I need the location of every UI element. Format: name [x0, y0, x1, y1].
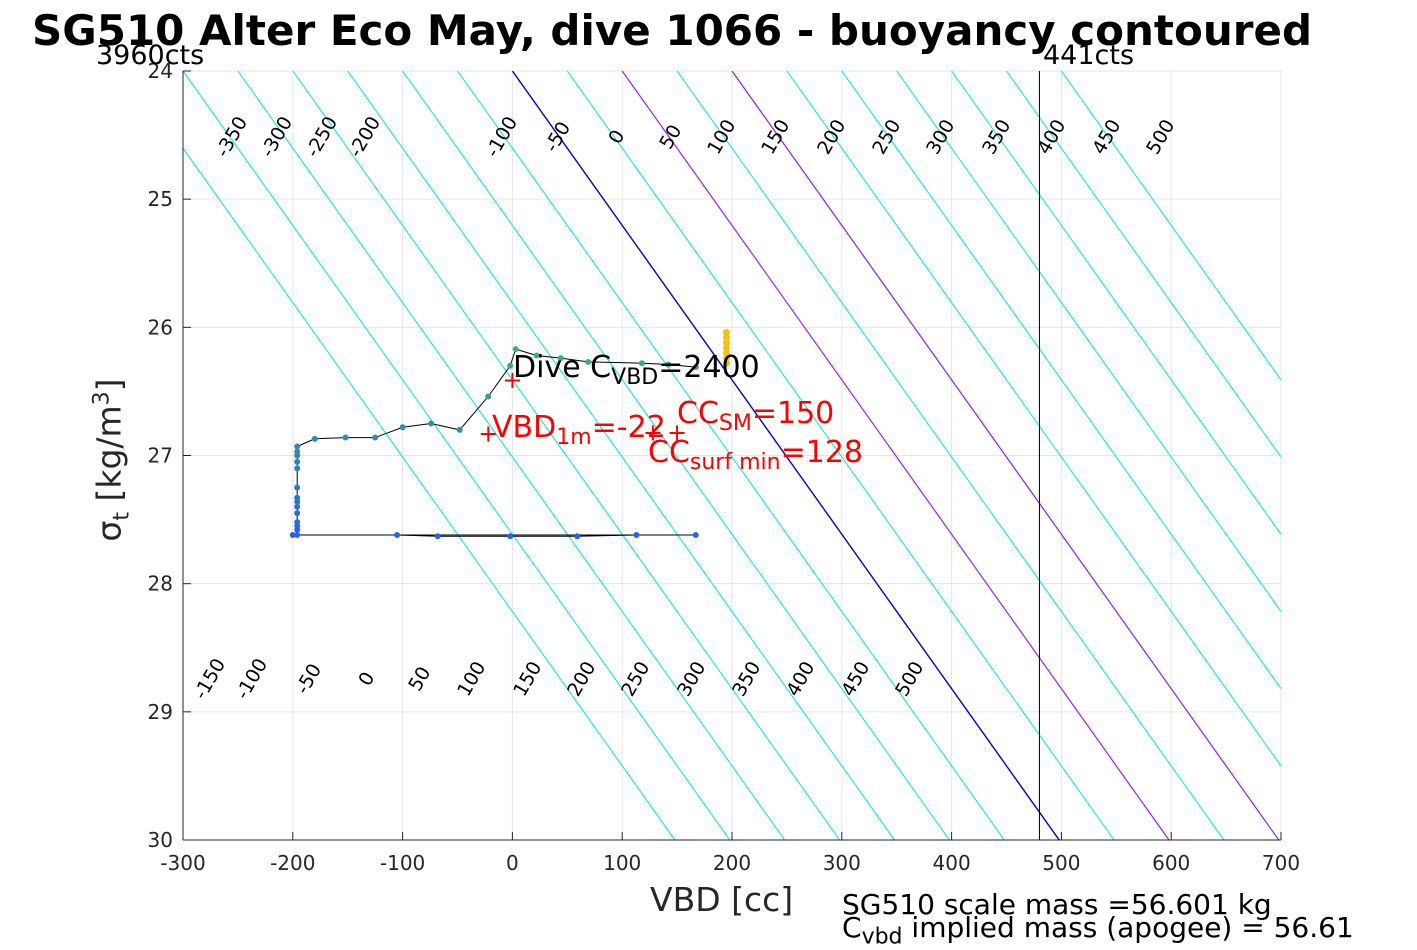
x-tick-label: 500: [1042, 851, 1080, 875]
top-left-counts: 3960cts: [96, 40, 204, 71]
data-point: [372, 435, 378, 441]
contour-label: 0: [604, 126, 629, 147]
contour-label: -250: [301, 113, 342, 161]
data-point: [294, 444, 300, 450]
contour-label: -150: [189, 655, 230, 703]
contour-label: 200: [563, 658, 600, 700]
x-tick-label: -200: [270, 851, 315, 875]
contour-label: -300: [256, 113, 297, 161]
vbd-1m-annotation: VBD1m=-22: [492, 410, 666, 450]
data-point: [294, 449, 300, 455]
y-axis-label: σt [kg/m3]: [90, 378, 135, 541]
contour-label: 450: [837, 658, 874, 700]
contour-label: 400: [1033, 116, 1070, 158]
y-tick-label: 25: [148, 187, 173, 211]
cc-surf-min-annotation: CCsurf min=128: [648, 435, 863, 475]
contour-label: -50: [541, 118, 576, 156]
dive-cvbd-annotation: Dive CVBD=2400: [513, 350, 760, 390]
contour-label: 450: [1088, 116, 1125, 158]
contour-label: 350: [728, 658, 765, 700]
data-point: [294, 495, 300, 501]
data-point: [294, 459, 300, 465]
contour-label: 150: [509, 658, 546, 700]
data-point: [394, 532, 400, 538]
data-point: [435, 533, 441, 539]
data-point: [400, 424, 406, 430]
x-tick-label: 400: [933, 851, 971, 875]
x-tick-label: 300: [823, 851, 861, 875]
contour-label: -100: [231, 655, 272, 703]
contour-label: 500: [891, 658, 928, 700]
data-point: [294, 510, 300, 516]
data-point: [428, 420, 434, 426]
data-point: [457, 427, 463, 433]
y-tick-label: 26: [148, 315, 173, 339]
footer-implied-mass: Cvbd implied mass (apogee) = 56.61: [842, 911, 1354, 950]
data-point: [343, 435, 349, 441]
y-tick-label: 27: [148, 444, 173, 468]
data-point: [312, 436, 318, 442]
contour-label: 50: [404, 663, 435, 695]
data-point: [294, 485, 300, 491]
data-point: [294, 519, 300, 525]
data-point: [485, 394, 491, 400]
cc-sm-annotation: CCSM=150: [677, 396, 834, 436]
contour-label: 0: [354, 668, 379, 689]
x-tick-label: 200: [713, 851, 751, 875]
top-right-counts: 441cts: [1043, 40, 1134, 71]
data-point: [633, 532, 639, 538]
data-point: [294, 532, 300, 538]
contour-label: 350: [978, 116, 1015, 158]
x-tick-label: -100: [380, 851, 425, 875]
data-point: [693, 532, 699, 538]
contour-label: 100: [453, 658, 490, 700]
contour-label: 250: [617, 658, 654, 700]
x-tick-label: -300: [160, 851, 205, 875]
y-tick-label: 28: [148, 572, 173, 596]
contour-label: 50: [655, 121, 686, 153]
x-tick-label: 700: [1262, 851, 1300, 875]
contour-label: 400: [782, 658, 819, 700]
x-tick-label: 0: [506, 851, 519, 875]
data-point: [294, 465, 300, 471]
x-axis-label: VBD [cc]: [650, 880, 793, 919]
x-tick-label: 600: [1152, 851, 1190, 875]
data-point: [507, 533, 513, 539]
x-tick-label: 100: [603, 851, 641, 875]
y-tick-label: 29: [148, 700, 173, 724]
data-point: [574, 533, 580, 539]
contour-label: -50: [292, 660, 327, 698]
contour-label: 300: [673, 658, 710, 700]
y-tick-label: 30: [148, 828, 173, 852]
contour-label: 500: [1142, 116, 1179, 158]
data-point: [294, 504, 300, 510]
contour-label: -200: [344, 113, 385, 161]
